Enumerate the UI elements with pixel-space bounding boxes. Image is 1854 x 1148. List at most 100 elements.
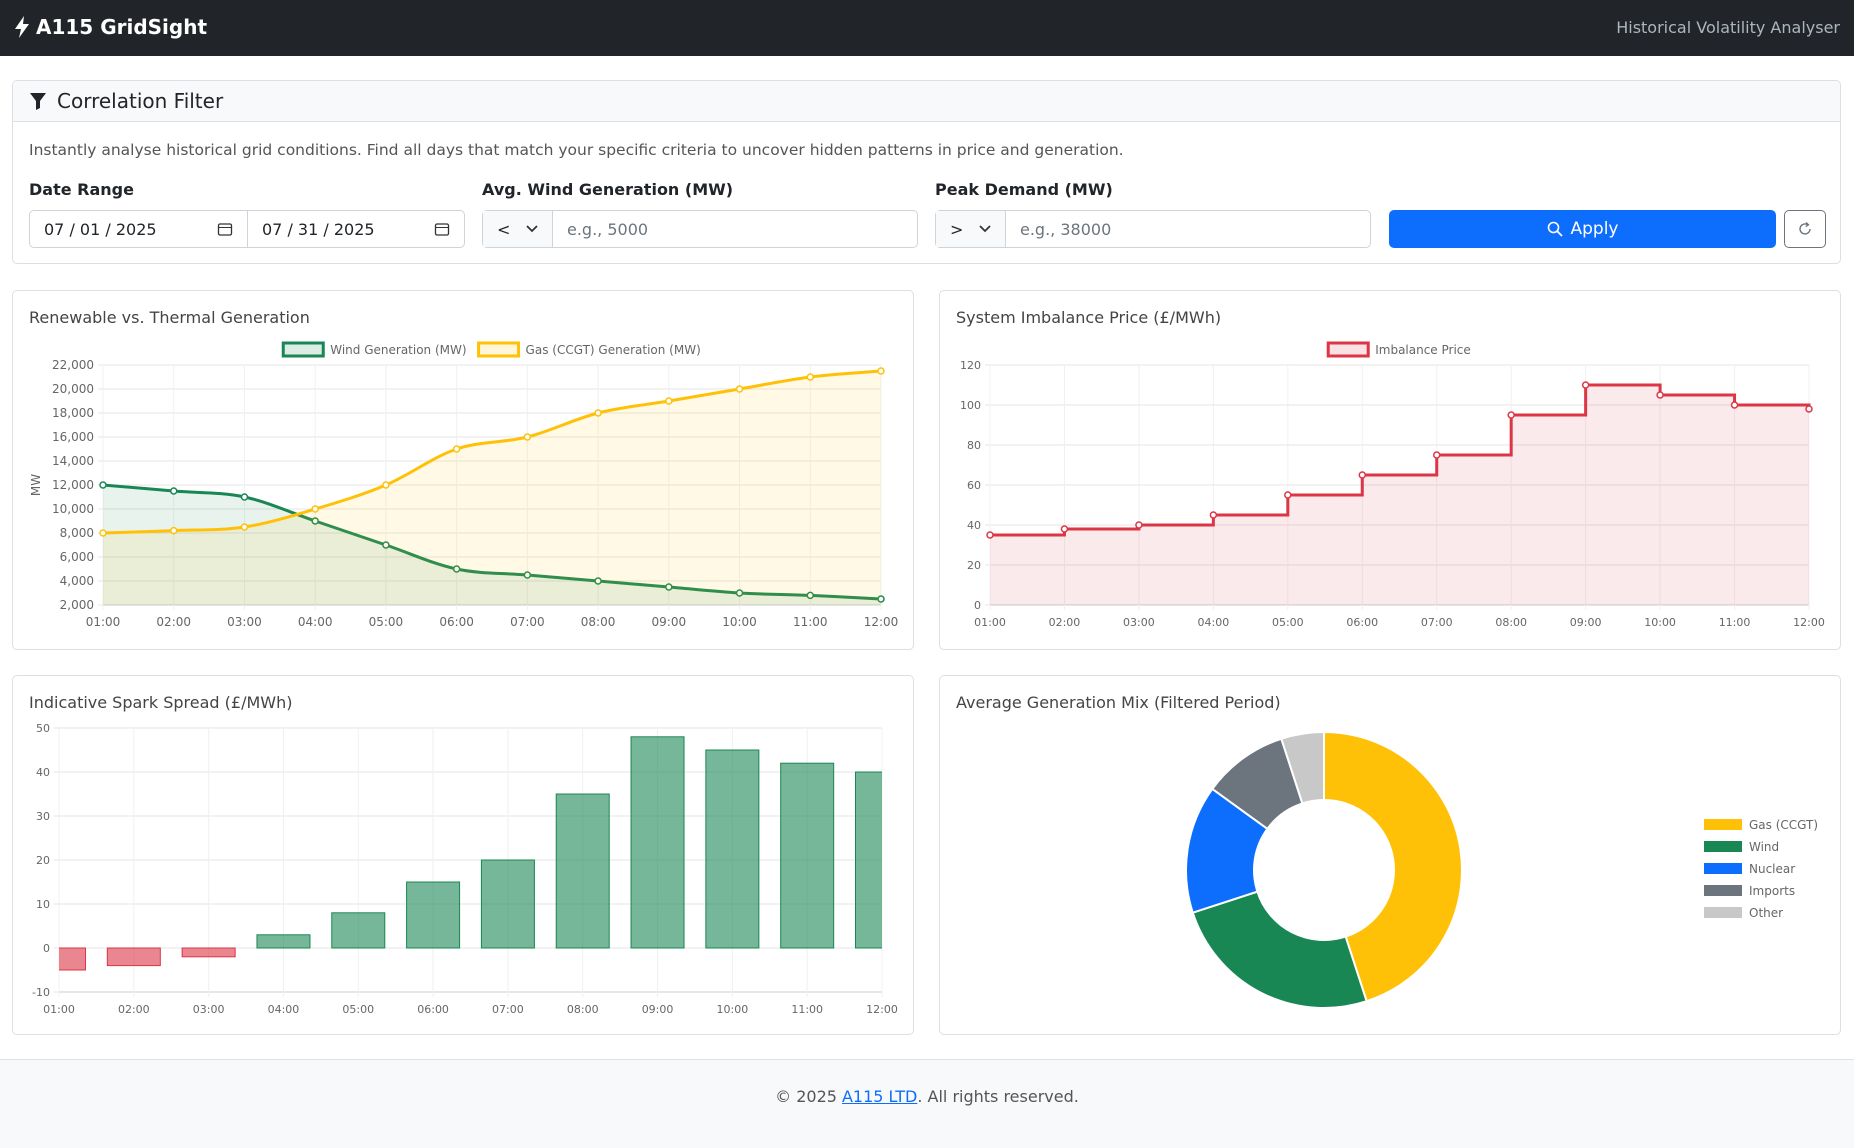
y-tick-label: 60 [967, 479, 981, 492]
x-tick-label: 01:00 [974, 616, 1006, 629]
x-tick-label: 09:00 [1570, 616, 1602, 629]
legend-swatch [281, 341, 325, 358]
x-tick-label: 05:00 [369, 615, 404, 629]
x-tick-label: 02:00 [156, 615, 191, 629]
wind-operator[interactable]: < [483, 211, 553, 247]
demand-operator-value: > [950, 219, 964, 239]
chart-title: Average Generation Mix (Filtered Period) [956, 693, 1281, 712]
date-range-input: 07 / 01 / 2025 07 / 31 / 2025 [29, 210, 465, 248]
x-tick-label: 03:00 [193, 1003, 225, 1016]
chart-title: Indicative Spark Spread (£/MWh) [29, 693, 292, 712]
filter-header: Correlation Filter [13, 81, 1840, 122]
footer: © 2025 A115 LTD. All rights reserved. [0, 1059, 1854, 1148]
wind-label: Avg. Wind Generation (MW) [482, 180, 734, 199]
data-point [452, 565, 461, 573]
data-point [735, 385, 744, 393]
chart-title: Renewable vs. Thermal Generation [29, 308, 310, 327]
legend: Wind Generation (MW) Gas (CCGT) Generatio… [281, 341, 701, 358]
data-point [99, 529, 107, 537]
data-point [1209, 511, 1218, 519]
chart-card: Indicative Spark Spread (£/MWh) -10 0 10 20 3… [12, 675, 914, 1035]
data-point [382, 481, 390, 489]
end-date-value: 07 / 31 / 2025 [262, 219, 375, 239]
wind-input[interactable]: e.g., 5000 [553, 211, 917, 247]
data-point [311, 505, 319, 513]
bar [630, 736, 685, 949]
chart: Renewable vs. Thermal Generation 2,000 4,0… [29, 308, 898, 629]
x-tick-label: 01:00 [43, 1003, 75, 1016]
legend-label: Gas (CCGT) Generation (MW) [526, 343, 701, 357]
data-point [665, 397, 673, 405]
series-line [102, 369, 882, 535]
end-date[interactable]: 07 / 31 / 2025 [248, 211, 464, 247]
x-tick-label: 11:00 [793, 615, 828, 629]
x-tick-label: 08:00 [581, 615, 616, 629]
data-point [169, 487, 178, 495]
data-point [1432, 451, 1441, 459]
chart: Indicative Spark Spread (£/MWh) -10 0 10 20 3… [29, 693, 898, 1016]
bar [331, 912, 386, 949]
brand[interactable]: A115 GridSight [14, 15, 207, 39]
demand-input[interactable]: e.g., 38000 [1006, 211, 1370, 247]
legend-label: Gas (CCGT) [1749, 818, 1818, 832]
filter-description: Instantly analyse historical grid condit… [29, 141, 1124, 159]
chart: Average Generation Mix (Filtered Period)… [956, 693, 1818, 1009]
x-tick-label: 07:00 [510, 615, 545, 629]
bar [555, 793, 610, 949]
y-tick-label: 2,000 [60, 598, 94, 612]
x-tick-label: 12:00 [866, 1003, 898, 1016]
filter-card: Correlation Filter Instantly analyse his… [12, 80, 1841, 264]
x-tick-label: 03:00 [1123, 616, 1155, 629]
wind-input-group: < e.g., 5000 [482, 210, 918, 248]
x-tick-label: 12:00 [1793, 616, 1825, 629]
bar [256, 934, 311, 949]
bar [855, 771, 882, 949]
data-point [1730, 401, 1739, 409]
legend-swatch [1704, 863, 1742, 874]
reset-button[interactable] [1784, 210, 1826, 248]
y-tick-label: 0 [974, 599, 981, 612]
data-point [1060, 525, 1069, 533]
y-tick-label: 22,000 [52, 358, 94, 372]
x-tick-label: 05:00 [1272, 616, 1304, 629]
y-tick-label: 8,000 [60, 526, 94, 540]
x-tick-label: 08:00 [1495, 616, 1527, 629]
data-point [169, 526, 178, 535]
x-tick-label: 10:00 [722, 615, 757, 629]
footer-link[interactable]: A115 LTD [841, 1087, 918, 1106]
y-tick-label: 10,000 [52, 502, 94, 516]
legend-swatch [477, 341, 521, 358]
x-tick-label: 09:00 [652, 615, 687, 629]
y-tick-label: 120 [960, 359, 981, 372]
navbar: A115 GridSight Historical Volatility Ana… [0, 0, 1854, 56]
data-point [594, 409, 602, 417]
x-tick-label: 04:00 [268, 1003, 300, 1016]
apply-button[interactable]: Apply [1389, 210, 1776, 248]
chart-card: Average Generation Mix (Filtered Period)… [939, 675, 1841, 1035]
x-tick-label: 09:00 [642, 1003, 674, 1016]
bar [181, 947, 236, 958]
data-point [806, 373, 815, 381]
data-point [1656, 391, 1664, 399]
demand-placeholder: e.g., 38000 [1020, 219, 1112, 239]
x-tick-label: 01:00 [86, 615, 121, 629]
y-tick-label: 40 [36, 766, 50, 779]
chevron [979, 225, 991, 233]
calendar-icon [217, 223, 233, 236]
x-tick-label: 02:00 [1049, 616, 1081, 629]
data-point [1135, 521, 1143, 529]
data-point [523, 571, 532, 579]
footer-suffix: . All rights reserved. [917, 1087, 1079, 1106]
data-point [1284, 491, 1292, 499]
y-tick-label: 20,000 [52, 382, 94, 396]
demand-operator[interactable]: > [936, 211, 1006, 247]
y-tick-label: 10 [36, 898, 50, 911]
doughnut-slice [1280, 730, 1325, 805]
search-icon [1547, 221, 1563, 237]
nav-subtitle: Historical Volatility Analyser [1616, 18, 1840, 37]
x-tick-label: 10:00 [717, 1003, 749, 1016]
y-tick-label: 100 [960, 399, 981, 412]
legend-label: Imbalance Price [1375, 343, 1471, 357]
start-date[interactable]: 07 / 01 / 2025 [30, 211, 248, 247]
